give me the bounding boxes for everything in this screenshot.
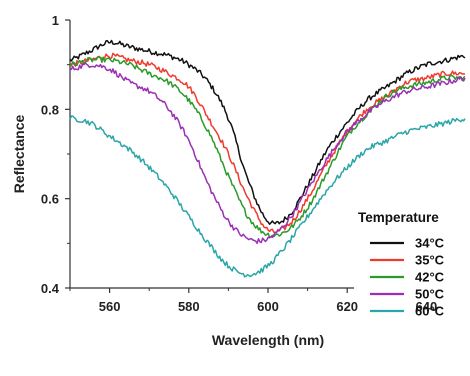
legend-label: 60°C	[415, 304, 445, 319]
y-axis-title: Reflectance	[11, 114, 27, 193]
x-tick-label: 620	[336, 299, 358, 314]
x-tick-label: 560	[99, 299, 121, 314]
y-tick-label: 0.6	[41, 192, 59, 207]
series-layer	[69, 39, 466, 278]
series-line-60c	[69, 115, 466, 278]
legend-title: Temperature	[358, 210, 439, 225]
legend-label: 34°C	[415, 236, 445, 251]
labels-layer: 560 580 600 620 640 0.4 0.6 0.8 1 Wavelength (nm)…	[11, 13, 437, 348]
legend-background	[354, 207, 468, 299]
x-tick-label: 580	[178, 299, 200, 314]
legend-label: 42°C	[415, 270, 445, 285]
y-tick-label: 1	[52, 13, 59, 28]
series-line-50c	[69, 62, 466, 245]
x-axis-title: Wavelength (nm)	[212, 332, 324, 348]
legend-label: 35°C	[415, 253, 445, 268]
x-tick-label: 640	[416, 299, 438, 314]
legend-label: 50°C	[415, 287, 445, 302]
series-line-35c	[69, 52, 466, 234]
series-line-34c	[69, 39, 466, 226]
series-line-42c	[69, 56, 466, 239]
legend: Temperature 34°C 35°C 42°C 50°C 60°C	[354, 207, 468, 319]
y-tick-label: 0.8	[41, 102, 59, 117]
x-tick-label: 600	[257, 299, 279, 314]
y-tick-label: 0.4	[41, 281, 60, 296]
